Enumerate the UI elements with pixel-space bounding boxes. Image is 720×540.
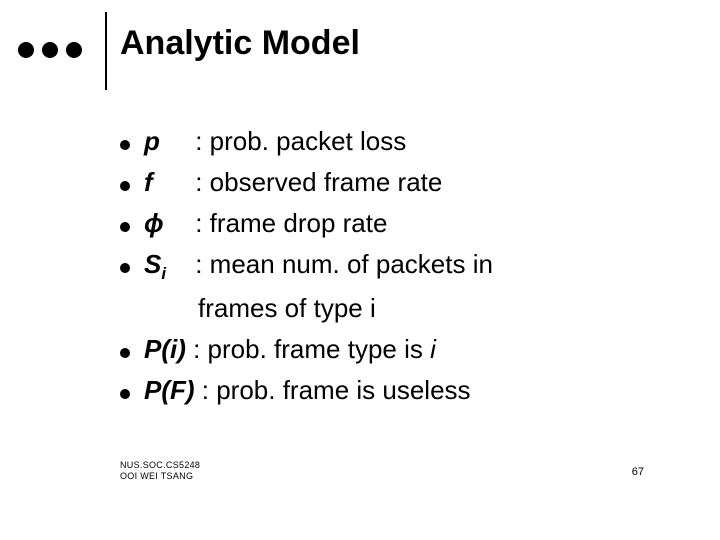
symbol: p [144,122,188,161]
list-item: P(F) : prob. frame is useless [120,371,680,410]
footer-left: NUS.SOC.CS5248 OOI WEI TSANG [120,460,200,482]
symbol: P(i) [144,330,186,369]
definition-list: p : prob. packet loss f : observed frame… [120,122,680,412]
list-item-continuation: frames of type i [120,289,680,328]
definition-tail: i [430,334,436,364]
definition-cont: frames of type i [198,289,376,328]
slide-title: Analytic Model [120,24,360,63]
title-divider [105,12,107,90]
header-dots [18,42,82,58]
symbol: Si [144,245,188,287]
definition: : frame drop rate [195,208,387,238]
footer-author: OOI WEI TSANG [120,471,200,482]
dot [18,42,34,58]
dot [66,42,82,58]
symbol: ϕ [144,204,188,243]
definition: : mean num. of packets in [195,249,493,279]
bullet-icon [120,222,130,232]
bullet-icon [120,389,130,399]
bullet-icon [120,181,130,191]
dot [42,42,58,58]
list-item: f : observed frame rate [120,163,680,202]
bullet-icon [120,263,130,273]
definition: : observed frame rate [195,167,442,197]
symbol: P(F) [144,371,195,410]
bullet-icon [120,140,130,150]
definition: : prob. frame type is [186,334,430,364]
page-number: 67 [632,466,644,478]
symbol: f [144,163,188,202]
list-item: p : prob. packet loss [120,122,680,161]
footer-course: NUS.SOC.CS5248 [120,460,200,471]
definition: : prob. packet loss [195,126,406,156]
definition: : prob. frame is useless [195,375,471,405]
list-item: Si : mean num. of packets in [120,245,680,287]
bullet-icon [120,348,130,358]
list-item: P(i) : prob. frame type is i [120,330,680,369]
list-item: ϕ : frame drop rate [120,204,680,243]
